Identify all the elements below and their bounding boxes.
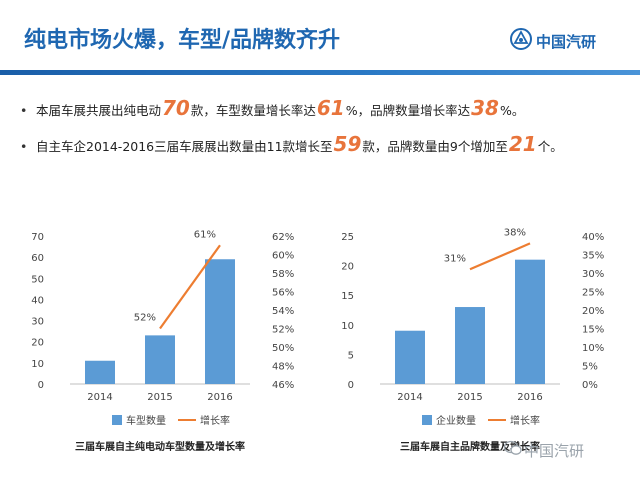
legend-bar-label: 企业数量 xyxy=(436,414,476,427)
bullet-1-highlight-1: 70 xyxy=(162,96,190,120)
bullet-list: • 本届车展共展出纯电动 70 款，车型数量增长率达 61 %，品牌数量增长率达… xyxy=(20,96,630,168)
bar-2016 xyxy=(205,259,235,384)
watermark-text: 中国汽研 xyxy=(524,442,585,460)
growth-rate-label: 38% xyxy=(504,227,526,238)
bar-2015 xyxy=(145,335,175,384)
left-tick-label: 40 xyxy=(31,295,44,306)
bullet-1: • 本届车展共展出纯电动 70 款，车型数量增长率达 61 %，品牌数量增长率达… xyxy=(20,96,630,132)
left-tick-label: 25 xyxy=(341,232,354,243)
chart-vehicle-models: 0 10 20 30 40 50 60 70 46% 48% 50% 52% 54% 56% 58% 60% 6… xyxy=(31,229,294,453)
wechat-icon xyxy=(504,440,522,455)
right-tick-label: 35% xyxy=(582,251,604,262)
right-tick-label: 15% xyxy=(582,325,604,336)
right-tick-label: 48% xyxy=(272,362,294,373)
bullet-dot: • xyxy=(20,103,28,118)
header-divider xyxy=(0,70,640,75)
bullet-1-text-2: 款，车型数量增长率达 xyxy=(190,103,316,118)
bullet-1-text-1: 本届车展共展出纯电动 xyxy=(36,103,162,118)
left-tick-label: 70 xyxy=(31,232,44,243)
bar-2014 xyxy=(85,360,115,384)
left-tick-label: 20 xyxy=(341,262,354,273)
left-tick-label: 50 xyxy=(31,274,44,285)
slide-title: 纯电市场火爆，车型/品牌数齐升 xyxy=(24,28,341,53)
bar-2015 xyxy=(455,307,485,384)
growth-rate-label: 61% xyxy=(194,229,216,240)
caeri-logo-icon xyxy=(510,28,532,50)
right-tick-label: 30% xyxy=(582,269,604,280)
bullet-1-highlight-3: 38 xyxy=(471,96,499,120)
bullet-1-text-3: %，品牌数量增长率达 xyxy=(345,103,471,118)
right-tick-label: 52% xyxy=(272,325,294,336)
legend-bar-swatch xyxy=(112,415,122,425)
right-tick-label: 46% xyxy=(272,380,294,391)
bullet-2-text-3: 个。 xyxy=(537,139,563,154)
bullet-1-highlight-2: 61 xyxy=(316,96,345,120)
right-tick-label: 62% xyxy=(272,232,294,243)
bullet-2-highlight-2: 21 xyxy=(508,132,537,156)
right-tick-label: 40% xyxy=(582,232,604,243)
x-tick-label: 2016 xyxy=(207,392,232,403)
left-tick-label: 10 xyxy=(31,359,44,370)
left-tick-label: 20 xyxy=(31,338,44,349)
bullet-1-text-4: %。 xyxy=(499,103,525,118)
right-tick-label: 20% xyxy=(582,306,604,317)
bullet-2-text-2: 款，品牌数量由9个增加至 xyxy=(362,139,508,154)
growth-rate-label: 31% xyxy=(444,253,466,264)
bullet-dot: • xyxy=(20,139,28,154)
legend-bar-swatch xyxy=(422,415,432,425)
logo-text: 中国汽研 xyxy=(536,33,597,51)
left-tick-label: 30 xyxy=(31,317,44,328)
left-tick-label: 10 xyxy=(341,321,354,332)
growth-rate-label: 52% xyxy=(134,313,156,324)
left-tick-label: 5 xyxy=(348,350,354,361)
bullet-2: • 自主车企2014-2016三届车展展出数量由11款增长至 59 款，品牌数量… xyxy=(20,132,630,168)
x-tick-label: 2014 xyxy=(87,392,112,403)
bar-2014 xyxy=(395,330,425,384)
right-tick-label: 50% xyxy=(272,343,294,354)
bullet-2-highlight-1: 59 xyxy=(333,132,362,156)
right-tick-label: 54% xyxy=(272,306,294,317)
x-tick-label: 2015 xyxy=(457,392,482,403)
right-tick-label: 58% xyxy=(272,269,294,280)
growth-rate-line xyxy=(469,242,531,271)
left-tick-label: 0 xyxy=(38,380,44,391)
bar-2016 xyxy=(515,259,545,384)
legend-line-label: 增长率 xyxy=(200,414,230,427)
x-tick-label: 2015 xyxy=(147,392,172,403)
bullet-2-text-1: 自主车企2014-2016三届车展展出数量由11款增长至 xyxy=(36,139,333,154)
right-tick-label: 10% xyxy=(582,343,604,354)
legend-bar-label: 车型数量 xyxy=(126,414,166,427)
right-tick-label: 25% xyxy=(582,288,604,299)
x-tick-label: 2016 xyxy=(517,392,542,403)
right-tick-label: 5% xyxy=(582,362,598,373)
x-tick-label: 2014 xyxy=(397,392,422,403)
left-tick-label: 0 xyxy=(348,380,354,391)
legend-line-label: 增长率 xyxy=(510,414,540,427)
chart-title: 三届车展自主纯电动车型数量及增长率 xyxy=(75,440,245,453)
right-tick-label: 60% xyxy=(272,251,294,262)
right-tick-label: 56% xyxy=(272,288,294,299)
growth-rate-line xyxy=(159,244,221,330)
chart-brands: 0 5 10 15 20 25 0% 5% 10% 15% 20% 25% 30% 35% 40% 2014 2… xyxy=(341,227,604,453)
right-tick-label: 0% xyxy=(582,380,598,391)
left-tick-label: 60 xyxy=(31,253,44,264)
left-tick-label: 15 xyxy=(341,291,354,302)
